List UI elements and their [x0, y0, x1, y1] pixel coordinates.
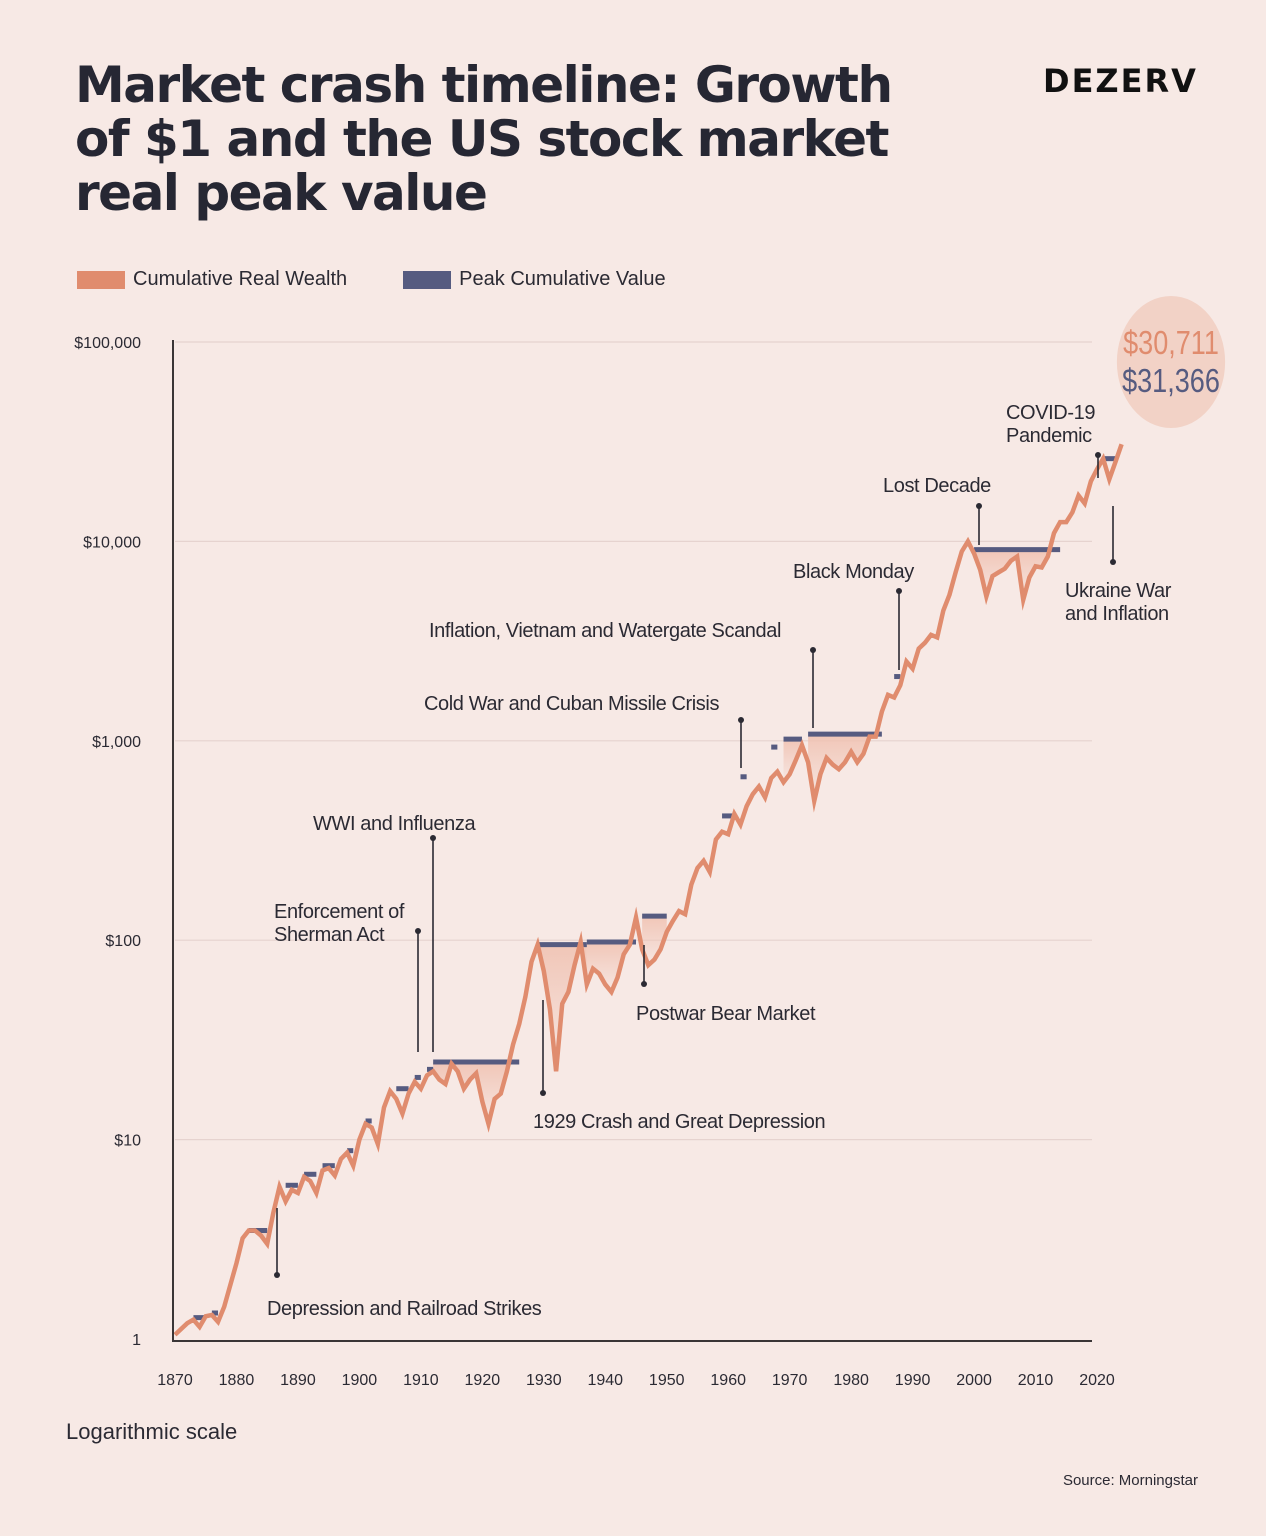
annotation-dot — [415, 928, 421, 934]
legend-label-peak: Peak Cumulative Value — [459, 268, 666, 290]
annotation: Inflation, Vietnam and Watergate Scandal — [429, 620, 816, 728]
annotation-dot — [540, 1090, 546, 1096]
x-tick-label: 1970 — [772, 1372, 808, 1389]
x-tick-label: 1910 — [403, 1372, 439, 1389]
annotation-label: Depression and Railroad Strikes — [267, 1298, 542, 1320]
annotation-label: Enforcement of Sherman Act — [274, 901, 405, 946]
end-value-callout: $30,711 $31,366 — [1116, 296, 1226, 428]
x-tick-label: 1940 — [587, 1372, 623, 1389]
legend-swatch-wealth — [77, 270, 125, 289]
annotation-dot — [738, 717, 744, 723]
annotation-dot — [810, 647, 816, 653]
annotation-label: Inflation, Vietnam and Watergate Scandal — [429, 620, 781, 642]
annotation: Postwar Bear Market — [636, 945, 816, 1025]
annotation-dot — [1095, 452, 1101, 458]
y-tick-label: $10,000 — [83, 534, 141, 551]
drawdown-area — [248, 1230, 268, 1244]
legend: Cumulative Real Wealth Peak Cumulative V… — [77, 268, 666, 291]
annotation-label: Ukraine War and Inflation — [1065, 580, 1172, 625]
annotation-label: 1929 Crash and Great Depression — [533, 1111, 825, 1133]
y-tick-label: $100 — [105, 933, 141, 950]
x-tick-label: 2020 — [1079, 1372, 1115, 1389]
legend-item-peak: Peak Cumulative Value — [403, 268, 666, 291]
grid-layer — [175, 341, 1092, 1141]
x-tick-label: 1920 — [465, 1372, 501, 1389]
drawdown-area — [642, 916, 667, 966]
source-note: Source: Morningstar — [1062, 1472, 1198, 1489]
scale-note: Logarithmic scale — [66, 1419, 238, 1444]
annotation: Cold War and Cuban Missile Crisis — [424, 693, 744, 768]
annotation-dot — [896, 588, 902, 594]
annotation-dot — [274, 1272, 280, 1278]
drawdown-area — [808, 734, 882, 801]
annotation: Depression and Railroad Strikes — [267, 1208, 542, 1320]
drawdown-area — [586, 941, 636, 992]
drawdown-area — [974, 549, 1061, 600]
annotation-label: Cold War and Cuban Missile Crisis — [424, 693, 719, 715]
annotation: COVID-19 Pandemic — [1006, 402, 1101, 478]
drawdown-area — [537, 944, 587, 1072]
annotation: WWI and Influenza — [313, 813, 477, 1052]
y-tick-label: $1,000 — [92, 734, 141, 751]
end-value-peak: $31,366 — [1122, 362, 1220, 399]
drawdown-area — [433, 1062, 520, 1124]
x-tick-label: 1900 — [342, 1372, 378, 1389]
x-tick-label: 1990 — [895, 1372, 931, 1389]
annotation-label-line: Ukraine War — [1065, 580, 1172, 602]
x-tick-label: 2000 — [956, 1372, 992, 1389]
annotation-dot — [430, 835, 436, 841]
peak-series-layer — [193, 456, 1116, 1321]
y-tick-label: $10 — [114, 1133, 141, 1150]
axis-layer: 1 $10 $100 $1,000 $10,000 $100,000 1870 1880 189… — [74, 335, 1115, 1389]
annotation-label-line: and Inflation — [1065, 603, 1169, 625]
annotation-layer: Depression and Railroad Strikes Enforceme… — [267, 402, 1172, 1320]
drawdown-area — [783, 739, 802, 783]
wealth-series-layer — [173, 443, 1124, 1337]
x-tick-label: 1880 — [219, 1372, 255, 1389]
annotation-label: WWI and Influenza — [313, 813, 476, 835]
annotation-label: Lost Decade — [883, 475, 991, 497]
annotation-dot — [1110, 559, 1116, 565]
x-tick-label: 1870 — [157, 1372, 193, 1389]
annotation-label-line: COVID-19 — [1006, 402, 1095, 424]
chart-title: Market crash timeline: Growth of $1 and … — [75, 56, 893, 222]
x-tick-label: 1890 — [280, 1372, 316, 1389]
end-value-wealth: $30,711 — [1123, 324, 1219, 361]
annotation: Enforcement of Sherman Act — [274, 901, 421, 1052]
annotation: 1929 Crash and Great Depression — [533, 1000, 826, 1133]
x-tick-label: 2010 — [1018, 1372, 1054, 1389]
legend-label-wealth: Cumulative Real Wealth — [133, 268, 348, 290]
y-tick-label: 1 — [132, 1332, 141, 1349]
annotation: Lost Decade — [883, 475, 992, 545]
annotation-dot — [976, 503, 982, 509]
annotation-label-line: Sherman Act — [274, 924, 385, 946]
x-tick-label: 1960 — [710, 1372, 746, 1389]
annotation-label: Black Monday — [793, 561, 914, 583]
wealth-line — [173, 443, 1124, 1337]
annotation-label-line: Pandemic — [1006, 425, 1092, 447]
brand-logo: DEZERV — [1043, 62, 1198, 100]
x-tick-label: 1950 — [649, 1372, 685, 1389]
x-tick-label: 1980 — [833, 1372, 869, 1389]
annotation: Black Monday — [793, 561, 915, 670]
legend-item-wealth: Cumulative Real Wealth — [77, 268, 347, 291]
annotation-label-line: Enforcement of — [274, 901, 405, 923]
legend-swatch-peak — [403, 270, 452, 289]
annotation: Ukraine War and Inflation — [1065, 506, 1172, 625]
x-tick-label: 1930 — [526, 1372, 562, 1389]
annotation-dot — [641, 981, 647, 987]
annotation-label: COVID-19 Pandemic — [1006, 402, 1095, 447]
y-tick-label: $100,000 — [74, 335, 141, 352]
annotation-label: Postwar Bear Market — [636, 1003, 816, 1025]
